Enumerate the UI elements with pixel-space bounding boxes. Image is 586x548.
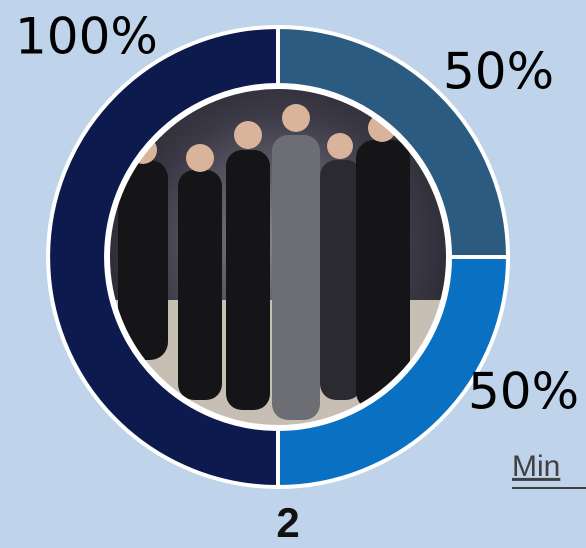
link-text[interactable]: Min xyxy=(512,450,560,483)
data-label: 100% xyxy=(15,8,158,66)
data-label: 50% xyxy=(443,43,554,101)
photo-border xyxy=(106,85,450,429)
data-label: 50% xyxy=(468,363,579,421)
page-number: 2 xyxy=(276,499,299,546)
